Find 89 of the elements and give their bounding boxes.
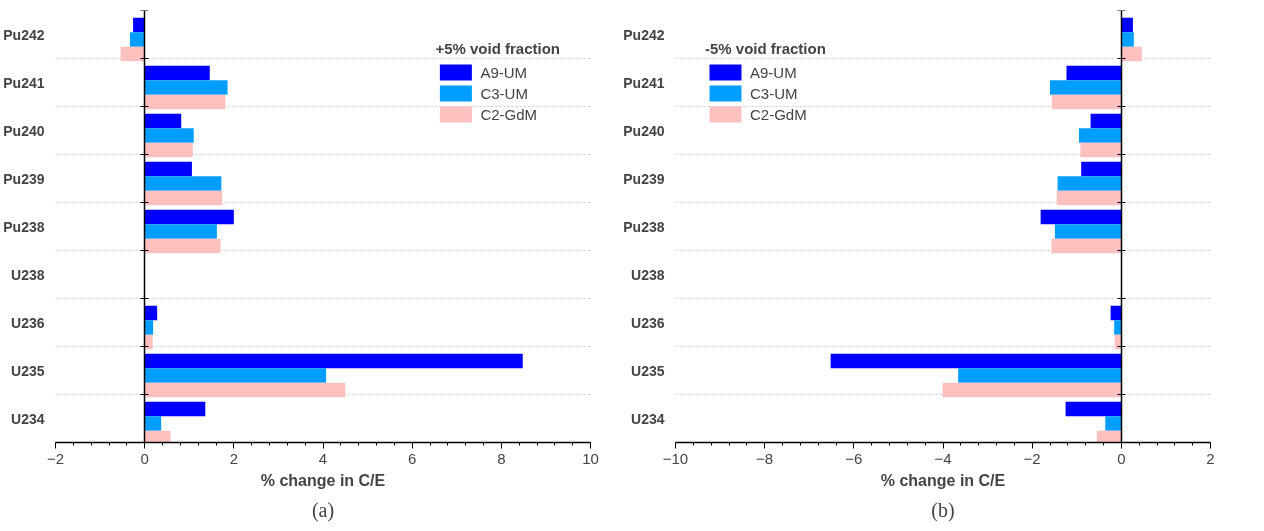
bar — [133, 17, 145, 33]
x-tick-label: 10 — [582, 449, 599, 467]
bar — [144, 320, 154, 335]
bar — [144, 94, 226, 110]
bar — [1114, 320, 1122, 335]
bar — [1050, 80, 1122, 95]
bar — [144, 65, 210, 81]
bar — [1080, 142, 1122, 158]
bar — [144, 113, 182, 129]
legend-label: A9-UM — [480, 63, 528, 81]
bar — [1121, 32, 1134, 47]
y-tick-label: Pu242 — [623, 26, 665, 43]
bar — [144, 128, 194, 143]
y-tick-label: Pu241 — [3, 74, 45, 91]
x-tick-label: 4 — [318, 449, 328, 467]
y-tick-label: Pu238 — [3, 218, 45, 235]
y-tick-label: U236 — [11, 314, 45, 331]
x-tick-label: 0 — [1117, 449, 1126, 467]
bar — [144, 416, 162, 431]
bar — [144, 401, 206, 417]
x-tick-label: −6 — [845, 449, 863, 467]
y-tick-label: U238 — [631, 266, 665, 283]
bar — [1121, 17, 1133, 33]
bar — [1110, 305, 1122, 321]
bar — [1121, 46, 1142, 62]
x-tick-label: 0 — [140, 449, 149, 467]
bar — [942, 382, 1122, 398]
bar — [144, 176, 222, 191]
bar — [1051, 238, 1122, 254]
bar — [144, 368, 327, 383]
bar — [144, 161, 192, 177]
bar — [1040, 209, 1122, 225]
x-tick-label: 2 — [1206, 449, 1215, 467]
legend-label: C2-GdM — [750, 105, 807, 123]
bar — [1078, 128, 1122, 143]
y-tick-label: Pu239 — [3, 170, 45, 187]
x-tick-label: −2 — [46, 449, 65, 467]
x-tick-label: −8 — [756, 449, 774, 467]
bar — [1090, 113, 1122, 129]
y-tick-label: U236 — [631, 314, 665, 331]
y-tick-label: U235 — [631, 362, 665, 379]
x-tick-label: 2 — [229, 449, 239, 467]
y-tick-label: U235 — [11, 362, 45, 379]
y-tick-label: Pu239 — [623, 170, 665, 187]
text: (a) — [311, 498, 335, 522]
bar — [144, 238, 221, 254]
legend-label: C3-UM — [750, 84, 798, 102]
bar — [144, 80, 228, 95]
x-axis-title: % change in C/E — [260, 471, 386, 489]
x-tick-label: 6 — [408, 449, 417, 467]
bar — [1081, 161, 1122, 177]
legend-title: -5% void fraction — [705, 40, 826, 57]
bar — [144, 353, 523, 369]
bar — [1054, 224, 1122, 239]
x-tick-label: −10 — [662, 449, 689, 467]
bar — [958, 368, 1122, 383]
legend-label: C3-UM — [480, 84, 528, 102]
bar — [144, 334, 153, 350]
y-tick-label: Pu241 — [623, 74, 665, 91]
bar — [1057, 176, 1122, 191]
y-tick-label: U238 — [11, 266, 45, 283]
bar — [830, 353, 1122, 369]
y-tick-label: Pu240 — [623, 122, 665, 139]
bar — [1056, 190, 1122, 206]
x-tick-label: −2 — [1023, 449, 1041, 467]
bar — [1051, 94, 1122, 110]
bar — [144, 224, 217, 239]
bar — [144, 142, 193, 158]
bar — [120, 46, 145, 62]
bar — [1065, 401, 1122, 417]
y-tick-label: U234 — [11, 410, 45, 427]
bar — [144, 209, 234, 225]
y-tick-label: U234 — [631, 410, 665, 427]
y-tick-label: Pu238 — [623, 218, 665, 235]
y-tick-label: Pu240 — [3, 122, 45, 139]
legend-label: A9-UM — [750, 63, 797, 81]
bar — [144, 190, 223, 206]
legend-label: C2-GdM — [480, 105, 538, 123]
text: (b) — [931, 498, 955, 522]
bar — [144, 305, 158, 321]
legend-title: +5% void fraction — [435, 40, 560, 57]
bar — [1066, 65, 1122, 81]
bar — [129, 32, 145, 47]
x-tick-label: −4 — [934, 449, 952, 467]
x-tick-label: 8 — [497, 449, 506, 467]
x-axis-title: % change in C/E — [880, 471, 1006, 489]
bar — [144, 382, 346, 398]
y-tick-label: Pu242 — [3, 26, 45, 43]
bar — [1105, 416, 1122, 431]
